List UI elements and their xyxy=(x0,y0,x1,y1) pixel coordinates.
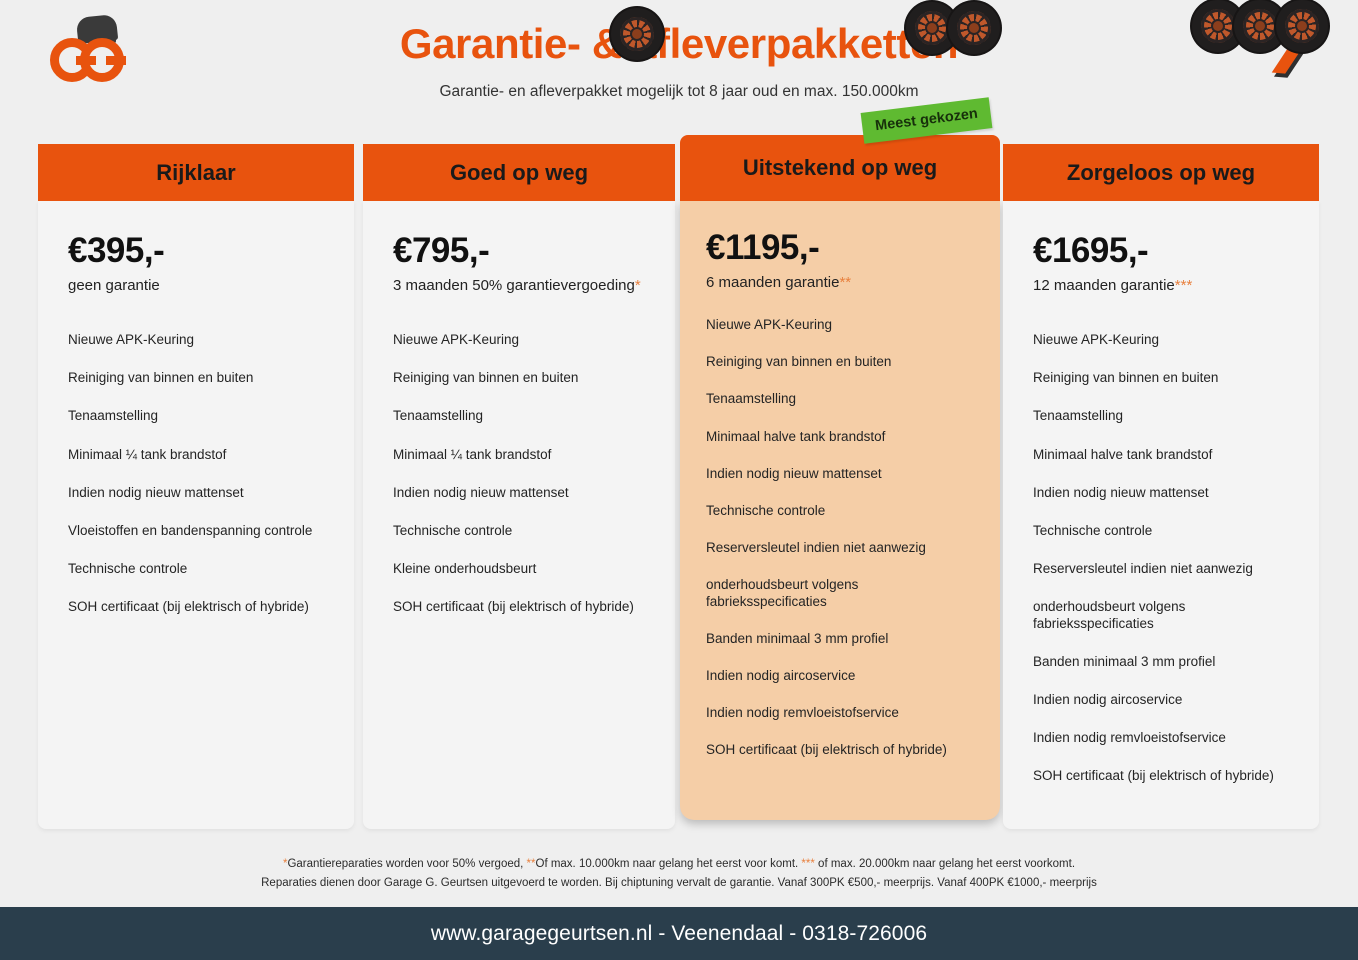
list-item: Technische controle xyxy=(1033,522,1153,538)
list-item: Minimaal halve tank brandstof xyxy=(1033,446,1213,462)
footnote-line-2: Reparaties dienen door Garage G. Geurtse… xyxy=(261,876,1097,889)
list-item: onderhoudsbeurt volgens fabrieksspecific… xyxy=(706,577,859,609)
list-item: Reiniging van binnen en buiten xyxy=(706,354,892,370)
card-feature-list: Nieuwe APK-Keuring Reiniging van binnen … xyxy=(393,332,645,616)
list-item: Minimaal halve tank brandstof xyxy=(706,428,886,444)
card-price-subtitle: geen garantie xyxy=(68,277,324,294)
card-price-asterisk: * xyxy=(634,277,641,294)
card-price: €795,- xyxy=(393,231,490,270)
list-item: SOH certificaat (bij elektrisch of hybri… xyxy=(68,599,309,615)
page-header: Garantie- & afleverpakketten Garantie- e… xyxy=(0,0,1358,122)
list-item: Tenaamstelling xyxy=(68,408,159,424)
list-item: Nieuwe APK-Keuring xyxy=(393,332,520,347)
card-title: Zorgeloos op weg xyxy=(1066,159,1256,185)
card-feature-list: Nieuwe APK-Keuring Reiniging van binnen … xyxy=(1033,332,1289,784)
card-title: Uitstekend op weg xyxy=(742,155,938,180)
list-item: SOH certificaat (bij elektrisch of hybri… xyxy=(1033,768,1274,784)
footnote-asterisk-1: * xyxy=(282,858,288,870)
card-feature-list: Nieuwe APK-Keuring Reiniging van binnen … xyxy=(706,317,974,758)
list-item: Tenaamstelling xyxy=(706,391,797,407)
list-item: Indien nodig nieuw mattenset xyxy=(393,484,569,500)
card-price-subtitle: 3 maanden 50% garantievergoeding* xyxy=(393,277,645,294)
list-item: Nieuwe APK-Keuring xyxy=(1033,332,1160,347)
card-body: €795,- 3 maanden 50% garantievergoeding*… xyxy=(363,201,675,829)
list-item: onderhoudsbeurt volgens fabrieksspecific… xyxy=(1033,599,1186,631)
card-header: Zorgeloos op weg xyxy=(1003,144,1319,201)
card-body: €1695,- 12 maanden garantie*** Nieuwe AP… xyxy=(1003,201,1319,829)
list-item: SOH certificaat (bij elektrisch of hybri… xyxy=(706,742,947,758)
list-item: Reserversleutel indien niet aanwezig xyxy=(706,540,926,556)
pricing-card-goed-op-weg[interactable]: Goed op weg €795,- 3 maanden 50% garanti… xyxy=(363,144,675,829)
list-item: Technische controle xyxy=(68,561,188,577)
footer-contact-text: www.garagegeurtsen.nl - Veenendaal - 031… xyxy=(430,921,928,945)
list-item: Technische controle xyxy=(706,502,826,518)
list-item: Reiniging van binnen en buiten xyxy=(68,370,254,386)
card-header: Goed op weg xyxy=(363,144,675,201)
card-title: Rijklaar xyxy=(156,159,236,185)
card-header: Rijklaar xyxy=(38,144,354,201)
list-item: Tenaamstelling xyxy=(1033,408,1124,424)
list-item: Reiniging van binnen en buiten xyxy=(393,370,579,386)
list-item: Minimaal ¼ tank brandstof xyxy=(393,446,552,462)
card-price-subtitle-text: geen garantie xyxy=(68,277,160,294)
card-body: €1195,- 6 maanden garantie** Nieuwe APK-… xyxy=(680,201,1000,820)
card-feature-list: Nieuwe APK-Keuring Reiniging van binnen … xyxy=(68,332,324,616)
list-item: Banden minimaal 3 mm profiel xyxy=(1033,653,1216,669)
list-item: Nieuwe APK-Keuring xyxy=(706,317,833,332)
footnote-asterisk-2: ** xyxy=(526,858,536,870)
list-item: Banden minimaal 3 mm profiel xyxy=(706,630,889,646)
card-price-subtitle-text: 12 maanden garantie xyxy=(1033,277,1175,294)
card-price-subtitle-text: 6 maanden garantie xyxy=(706,274,840,291)
card-price-asterisk: *** xyxy=(1174,277,1193,294)
gg-logo-bar2 xyxy=(106,56,126,65)
footnote-text-1: Garantiereparaties worden voor 50% vergo… xyxy=(287,858,527,870)
list-item: Tenaamstelling xyxy=(393,408,484,424)
footnote-asterisk-3: *** xyxy=(801,858,815,870)
card-price: €1195,- xyxy=(706,228,820,267)
list-item: Minimaal ¼ tank brandstof xyxy=(68,446,227,462)
list-item: Indien nodig nieuw mattenset xyxy=(706,465,882,481)
card-price-subtitle: 12 maanden garantie*** xyxy=(1033,277,1289,294)
list-item: SOH certificaat (bij elektrisch of hybri… xyxy=(393,599,634,615)
list-item: Indien nodig nieuw mattenset xyxy=(1033,484,1209,500)
list-item: Indien nodig aircoservice xyxy=(1033,691,1183,707)
list-item: Indien nodig aircoservice xyxy=(706,667,856,683)
pricing-cards-container: Rijklaar €395,- geen garantie Nieuwe APK… xyxy=(0,122,1358,852)
list-item: Indien nodig remvloeistofservice xyxy=(1033,730,1226,746)
list-item: Reserversleutel indien niet aanwezig xyxy=(1033,561,1253,577)
card-body: €395,- geen garantie Nieuwe APK-Keuring … xyxy=(38,201,354,829)
footnote-text-2: Of max. 10.000km naar gelang het eerst v… xyxy=(535,858,802,870)
list-item: Technische controle xyxy=(393,522,513,538)
list-item: Reiniging van binnen en buiten xyxy=(1033,370,1219,386)
gg-logo-icon xyxy=(50,13,134,86)
card-price: €1695,- xyxy=(1033,231,1149,270)
card-price: €395,- xyxy=(68,231,165,270)
footnote-line-1: *Garantiereparaties worden voor 50% verg… xyxy=(0,855,1358,874)
card-price-subtitle: 6 maanden garantie** xyxy=(706,274,974,291)
pricing-card-uitstekend-op-weg[interactable]: Uitstekend op weg €1195,- 6 maanden gara… xyxy=(680,135,1000,820)
list-item: Nieuwe APK-Keuring xyxy=(68,332,195,347)
list-item: Indien nodig remvloeistofservice xyxy=(706,705,899,721)
page-footer: www.garagegeurtsen.nl - Veenendaal - 031… xyxy=(0,907,1358,960)
pricing-card-zorgeloos-op-weg[interactable]: Zorgeloos op weg €1695,- 12 maanden gara… xyxy=(1003,144,1319,829)
pricing-card-rijklaar[interactable]: Rijklaar €395,- geen garantie Nieuwe APK… xyxy=(38,144,354,829)
gg-logo-bar1 xyxy=(76,56,96,65)
card-header: Uitstekend op weg xyxy=(680,135,1000,201)
card-price-subtitle-text: 3 maanden 50% garantievergoeding xyxy=(393,277,635,294)
list-item: Vloeistoffen en bandenspanning controle xyxy=(68,522,313,538)
card-price-asterisk: ** xyxy=(839,274,852,291)
page-subtitle: Garantie- en afleverpakket mogelijk tot … xyxy=(439,83,919,100)
card-title: Goed op weg xyxy=(449,159,589,185)
list-item: Kleine onderhoudsbeurt xyxy=(393,561,537,577)
list-item: Indien nodig nieuw mattenset xyxy=(68,484,244,500)
footnote-text-3: of max. 20.000km naar gelang het eerst v… xyxy=(814,858,1076,870)
page-title: Garantie- & afleverpakketten xyxy=(399,20,959,67)
footnotes: *Garantiereparaties worden voor 50% verg… xyxy=(0,855,1358,893)
